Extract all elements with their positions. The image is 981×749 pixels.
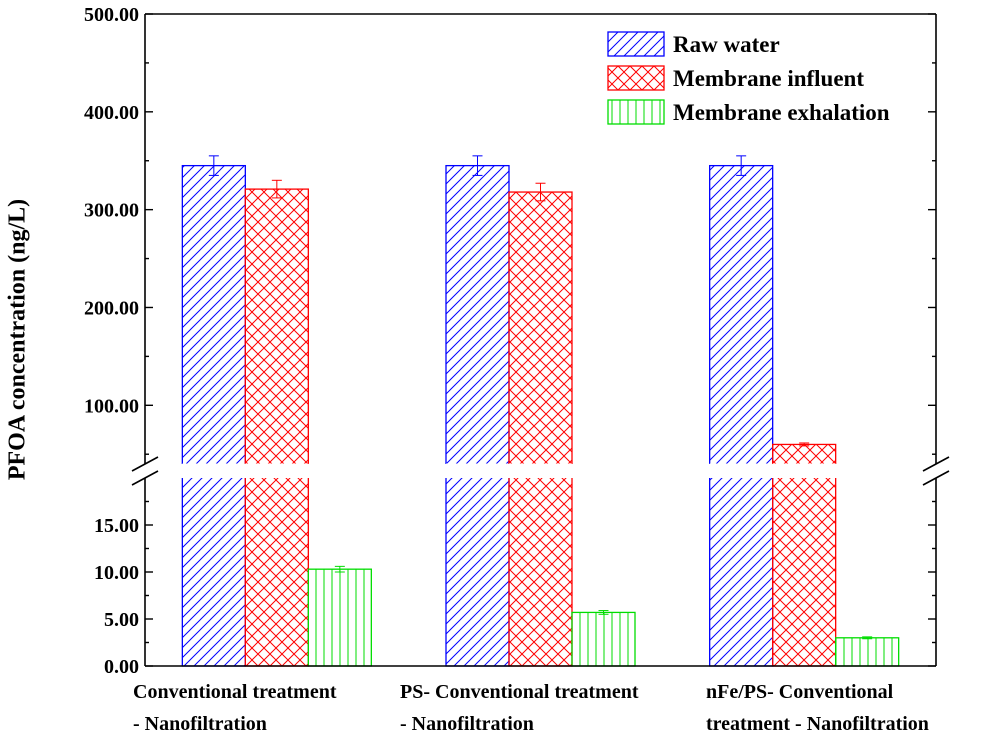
y-tick-label: 0.00 bbox=[104, 656, 139, 678]
bar bbox=[709, 164, 774, 667]
legend: Raw water Membrane influent Membrane exhal… bbox=[607, 31, 890, 125]
bar bbox=[772, 443, 837, 667]
bar bbox=[835, 637, 900, 667]
bar bbox=[445, 164, 510, 667]
bar-break-gap bbox=[445, 464, 510, 478]
y-tick-label: 5.00 bbox=[104, 609, 139, 631]
y-tick-label: 300.00 bbox=[84, 200, 139, 222]
bars-layer bbox=[181, 155, 900, 667]
bar bbox=[181, 164, 246, 667]
y-tick-label: 400.00 bbox=[84, 102, 139, 124]
bar bbox=[244, 188, 309, 667]
axis-break-mark bbox=[131, 456, 159, 472]
bar bbox=[307, 568, 372, 667]
axis-break-mark bbox=[922, 456, 950, 472]
legend-swatch bbox=[607, 31, 665, 57]
legend-label: Membrane exhalation bbox=[673, 100, 890, 125]
y-axis-label: PFOA concentration (ng/L) bbox=[4, 198, 31, 481]
legend-label: Membrane influent bbox=[673, 66, 864, 91]
bar-break-gap bbox=[708, 464, 774, 478]
bar-break-gap bbox=[508, 464, 573, 478]
frame-layer: 0.00 5.00 10.00 15.00 100.00 200.00 300.00 400.… bbox=[84, 4, 950, 678]
y-tick-label: 15.00 bbox=[94, 515, 139, 537]
bar-break-gap bbox=[244, 464, 310, 478]
bar-break-gap bbox=[181, 464, 247, 478]
axis-break-mark bbox=[131, 470, 159, 486]
y-tick-label: 100.00 bbox=[84, 395, 139, 417]
legend-swatch bbox=[607, 65, 665, 91]
legend-label: Raw water bbox=[673, 32, 780, 57]
x-category-label: nFe/PS- Conventional treatment - Nanofil… bbox=[706, 681, 929, 735]
x-category-label: PS- Conventional treatment - Nanofiltrat… bbox=[400, 681, 639, 735]
x-category-label: Conventional treatment - Nanofiltration bbox=[133, 681, 337, 735]
bar bbox=[508, 191, 573, 667]
y-tick-label: 200.00 bbox=[84, 297, 139, 319]
y-tick-label: 10.00 bbox=[94, 562, 139, 584]
legend-swatch bbox=[607, 99, 665, 125]
y-tick-label: 500.00 bbox=[84, 4, 139, 26]
bar bbox=[571, 611, 636, 667]
bar-break-gap bbox=[771, 464, 837, 478]
axis-break-mark bbox=[922, 470, 950, 486]
